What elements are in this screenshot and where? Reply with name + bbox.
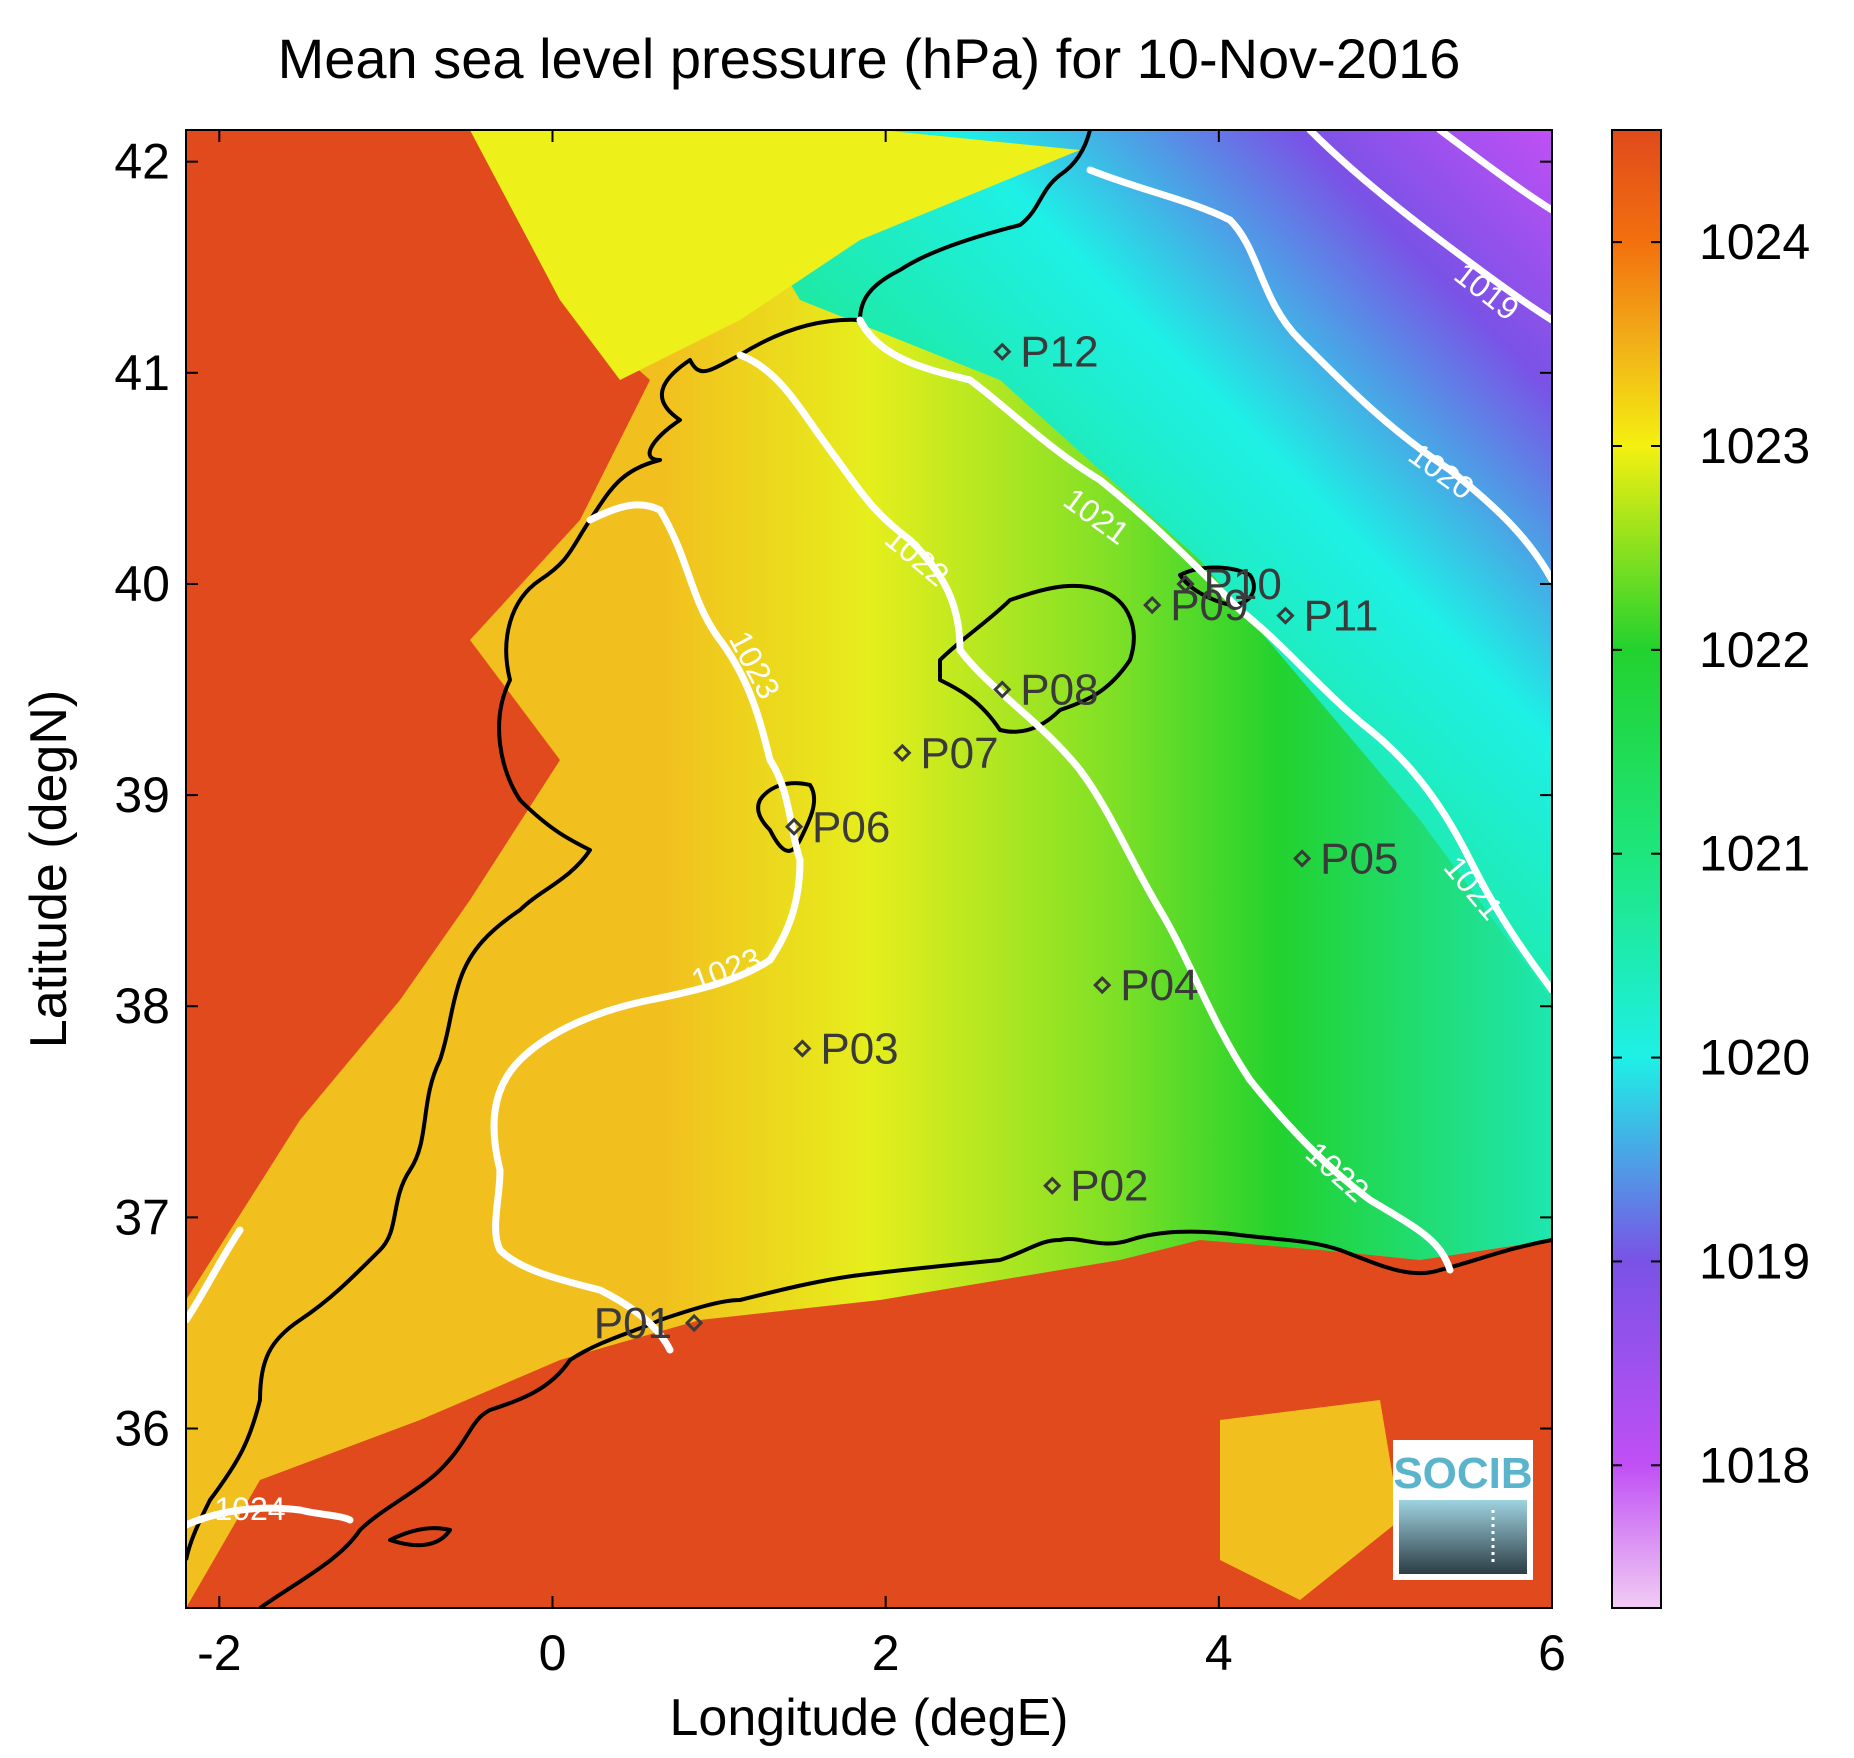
colorbar-tick-label: 1024 <box>1699 214 1810 270</box>
x-axis-ticks: -2 0 2 4 6 <box>197 130 1566 1681</box>
y-tick-label: 38 <box>114 978 170 1034</box>
x-tick-label: 6 <box>1538 1625 1566 1681</box>
colorbar-bar <box>1611 129 1662 1609</box>
colorbar: 1018 1019 1020 1021 1022 1023 1024 <box>1611 129 1810 1609</box>
ibiza-coastline <box>756 781 817 853</box>
colorbar-tick-label: 1020 <box>1699 1030 1810 1086</box>
south-land-region <box>186 1240 1552 1608</box>
socib-logo: SOCIB <box>1393 1440 1533 1580</box>
logo-sea <box>1399 1500 1527 1574</box>
station-label: P12 <box>1020 328 1098 377</box>
west-land-region <box>186 130 650 1300</box>
isobar-1022-line <box>736 351 1454 1274</box>
station-label: P06 <box>812 803 890 852</box>
station-label: P10 <box>1204 560 1282 609</box>
y-axis-ticks: 36 37 38 39 40 41 42 <box>114 134 1552 1457</box>
colorbar-tick-label: 1021 <box>1699 826 1810 882</box>
station-label: P11 <box>1303 592 1378 641</box>
colorbar-tick-label: 1019 <box>1699 1233 1810 1289</box>
station-marker <box>1093 976 1112 995</box>
station-marker <box>684 1313 704 1333</box>
y-tick-label: 36 <box>114 1401 170 1457</box>
station-label: P07 <box>920 729 998 778</box>
y-tick-label: 40 <box>114 556 170 612</box>
colorbar-tick-label: 1023 <box>1699 418 1810 474</box>
isobar-1019-line <box>1306 130 1552 324</box>
chart-title: Mean sea level pressure (hPa) for 10-Nov… <box>278 27 1461 90</box>
isobar-1020-line <box>1086 166 1552 584</box>
station-marker <box>993 342 1012 361</box>
x-tick-label: 4 <box>1205 1625 1233 1681</box>
station-marker <box>1292 849 1312 868</box>
station-label: P03 <box>820 1024 898 1073</box>
isobar-1024-line-west <box>186 1226 244 1324</box>
station-label: P04 <box>1120 961 1198 1010</box>
alboran-island-coastline <box>388 1526 452 1548</box>
isobar-1023-line-south <box>490 856 804 1354</box>
x-tick-label: 0 <box>539 1625 567 1681</box>
y-tick-label: 42 <box>114 134 170 190</box>
y-tick-label: 37 <box>114 1189 170 1245</box>
isobar-1023-line-north <box>586 501 804 864</box>
station-marker <box>1143 595 1162 615</box>
south-land-highland <box>1220 1400 1400 1600</box>
station-label: P05 <box>1320 834 1398 883</box>
x-axis-label: Longitude (degE) <box>670 1689 1069 1747</box>
map-plot-area: 1019 1020 1021 1021 1022 1022 1023 1023 … <box>186 130 1552 1608</box>
northeast-low-pressure-region <box>700 130 1552 1000</box>
isobar-1021-line <box>856 316 1552 994</box>
station-label: P01 <box>594 1299 672 1348</box>
station-marker <box>784 817 804 836</box>
menorca-coastline <box>1178 565 1256 607</box>
x-tick-label: -2 <box>197 1625 241 1681</box>
station-marker <box>993 680 1012 699</box>
station-label: P08 <box>1020 666 1098 715</box>
colorbar-ticks: 1018 1019 1020 1021 1022 1023 1024 <box>1612 214 1810 1493</box>
y-axis-label: Latitude (degN) <box>20 690 78 1048</box>
x-tick-label: 2 <box>872 1625 900 1681</box>
station-marker <box>1176 574 1195 594</box>
plot-frame <box>185 129 1553 1609</box>
mallorca-coastline <box>938 583 1136 734</box>
isobar-label: 1024 <box>214 1491 285 1527</box>
station-marker <box>793 1039 812 1058</box>
isobar-1024-line <box>186 1504 354 1529</box>
station-marker <box>1276 606 1295 625</box>
african-coastline <box>258 1229 1552 1608</box>
colorbar-tick-label: 1022 <box>1699 622 1810 678</box>
colorbar-tick-label: 1018 <box>1699 1437 1810 1493</box>
y-tick-label: 39 <box>114 767 170 823</box>
station-marker <box>1043 1176 1062 1195</box>
logo-text: SOCIB <box>1393 1449 1532 1498</box>
y-tick-label: 41 <box>114 345 170 401</box>
isobar-lines <box>186 130 1552 1529</box>
station-label: P02 <box>1070 1162 1148 1211</box>
station-marker <box>893 743 912 762</box>
isobar-1019-line-2 <box>1436 130 1552 214</box>
north-land-region <box>470 130 1080 380</box>
